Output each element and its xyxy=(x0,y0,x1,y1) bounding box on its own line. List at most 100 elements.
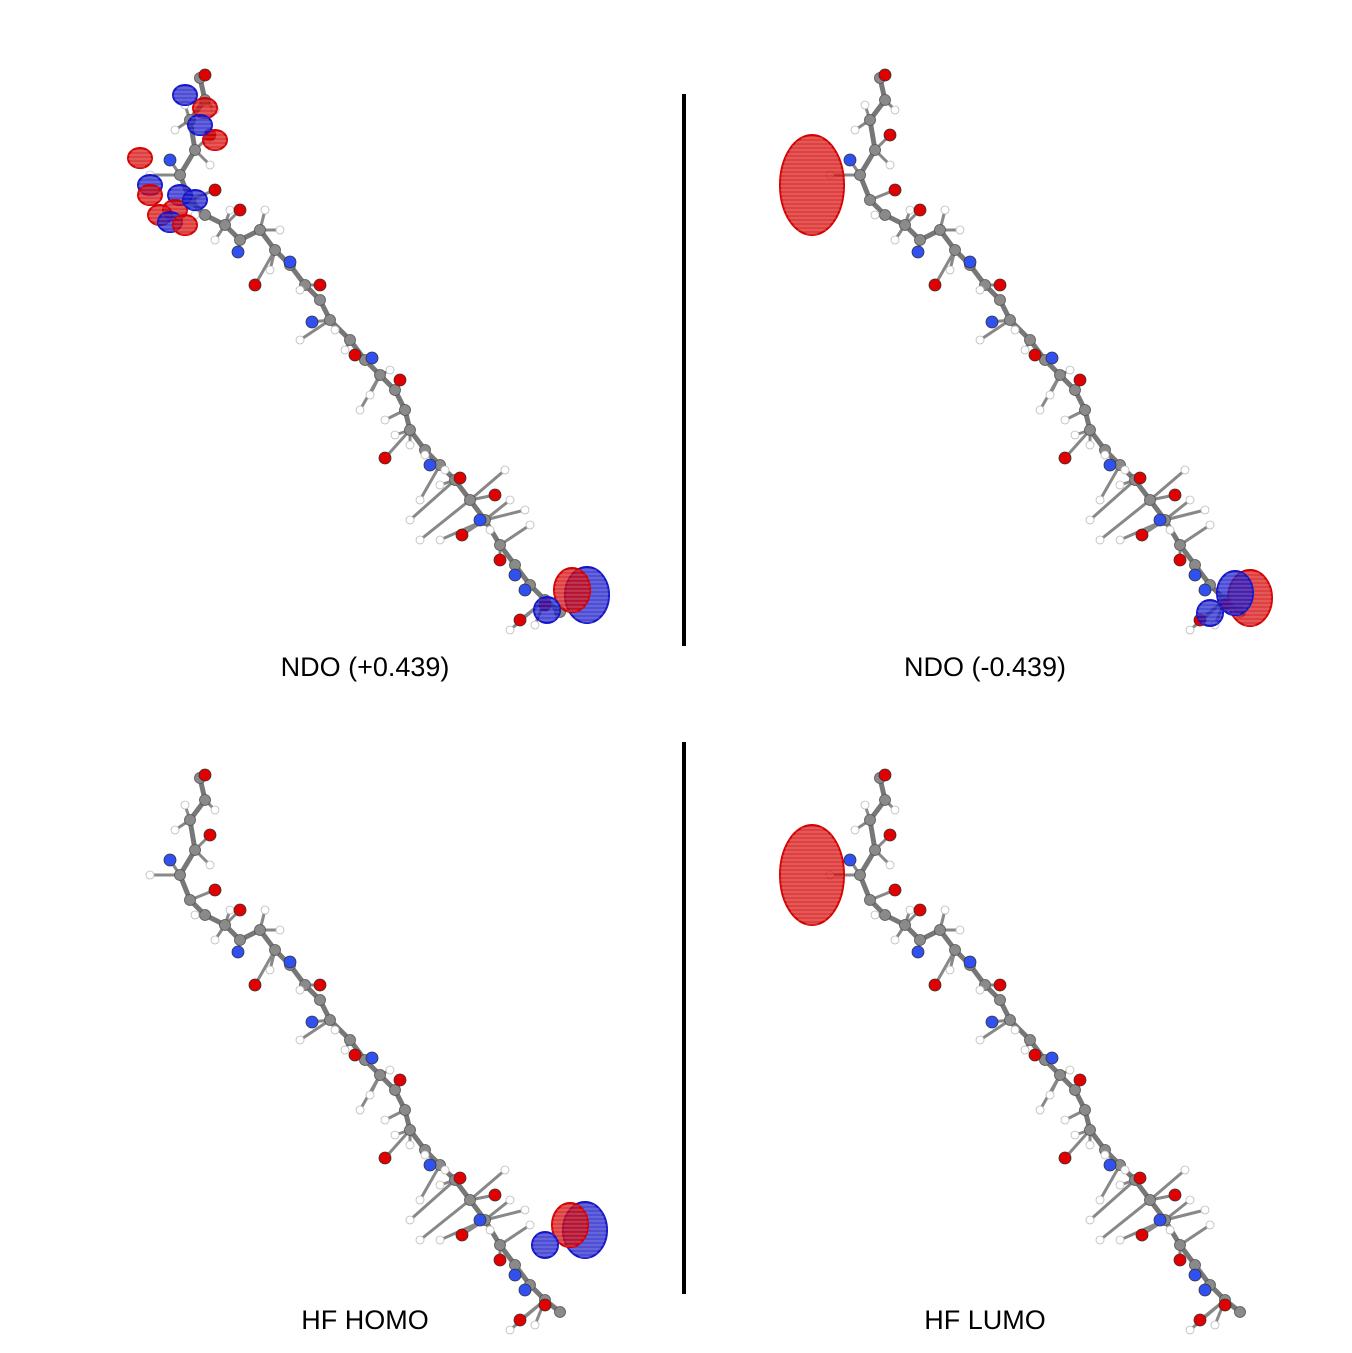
hydrogen-atom xyxy=(1095,535,1105,545)
hydrogen-atom xyxy=(1035,1105,1045,1115)
orbital-lobe-negative xyxy=(1196,599,1224,627)
hydrogen-atom xyxy=(1095,1195,1105,1205)
oxygen-atom xyxy=(488,488,502,502)
hydrogen-atom xyxy=(415,1235,425,1245)
carbon-atom xyxy=(914,934,926,946)
side-bond xyxy=(979,318,1011,342)
nitrogen-atom xyxy=(283,255,297,269)
hydrogen-atom xyxy=(1120,465,1130,475)
hydrogen-atom xyxy=(975,335,985,345)
side-bond xyxy=(484,1208,526,1222)
oxygen-atom xyxy=(1135,528,1149,542)
oxygen-atom xyxy=(883,828,897,842)
hydrogen-atom xyxy=(1070,1130,1080,1140)
carbon-atom xyxy=(899,919,911,931)
molecule-skeleton xyxy=(145,768,566,1335)
hydrogen-atom xyxy=(1085,515,1095,525)
hydrogen-atom xyxy=(1115,480,1125,490)
oxygen-atom xyxy=(208,883,222,897)
carbon-atom xyxy=(1144,1194,1156,1206)
side-bond xyxy=(499,523,531,547)
carbon-atom xyxy=(1174,1239,1186,1251)
side-bond xyxy=(933,949,957,986)
carbon-atom xyxy=(269,244,281,256)
hydrogen-atom xyxy=(420,450,430,460)
oxygen-atom xyxy=(1133,471,1147,485)
hydrogen-atom xyxy=(975,985,985,995)
orbital-lobe-negative xyxy=(172,84,198,106)
hydrogen-atom xyxy=(440,1165,450,1175)
hydrogen-atom xyxy=(1095,495,1105,505)
side-bond xyxy=(933,249,957,286)
side-bond xyxy=(253,249,277,286)
side-bond xyxy=(469,468,506,502)
hydrogen-atom xyxy=(415,535,425,545)
hydrogen-atom xyxy=(945,265,955,275)
hydrogen-atom xyxy=(1010,1025,1020,1035)
side-bond xyxy=(1099,1198,1151,1242)
hydrogen-atom xyxy=(405,440,415,450)
hydrogen-atom xyxy=(390,1130,400,1140)
orbital-lobe-negative xyxy=(531,1231,559,1259)
carbon-atom xyxy=(864,114,876,126)
oxygen-atom xyxy=(1133,1171,1147,1185)
oxygen-atom xyxy=(393,1073,407,1087)
oxygen-atom xyxy=(248,978,262,992)
carbon-atom xyxy=(1004,314,1016,326)
nitrogen-atom xyxy=(305,315,319,329)
nitrogen-atom xyxy=(423,458,437,472)
carbon-atom xyxy=(324,1014,336,1026)
nitrogen-atom xyxy=(963,255,977,269)
carbon-atom xyxy=(174,869,186,881)
side-bond xyxy=(409,1178,456,1222)
molecule-skeleton xyxy=(145,68,566,635)
hydrogen-atom xyxy=(1185,1325,1195,1335)
hydrogen-atom xyxy=(355,405,365,415)
side-bond xyxy=(1149,1168,1186,1202)
hydrogen-atom xyxy=(1165,525,1175,535)
hydrogen-atom xyxy=(940,905,950,915)
carbon-atom xyxy=(389,1084,401,1096)
carbon-atom xyxy=(854,169,866,181)
nitrogen-atom xyxy=(1045,1051,1059,1065)
carbon-atom xyxy=(464,494,476,506)
hydrogen-atom xyxy=(945,965,955,975)
carbon-atom xyxy=(234,934,246,946)
hydrogen-atom xyxy=(870,910,880,920)
hydrogen-atom xyxy=(1185,1195,1195,1205)
nitrogen-atom xyxy=(231,245,245,259)
divider-bottom xyxy=(682,742,686,1294)
orbital-lobe-positive xyxy=(172,214,198,236)
hydrogen-atom xyxy=(505,495,515,505)
side-bond xyxy=(409,478,456,522)
oxygen-atom xyxy=(888,883,902,897)
nitrogen-atom xyxy=(911,945,925,959)
nitrogen-atom xyxy=(231,945,245,959)
oxygen-atom xyxy=(1073,373,1087,387)
oxygen-atom xyxy=(1058,451,1072,465)
hydrogen-atom xyxy=(860,800,870,810)
carbon-atom xyxy=(254,924,266,936)
nitrogen-atom xyxy=(518,583,532,597)
carbon-atom xyxy=(864,894,876,906)
oxygen-atom xyxy=(248,278,262,292)
carbon-atom xyxy=(1024,1034,1036,1046)
caption-ndo-plus: NDO (+0.439) xyxy=(280,652,450,682)
carbon-atom xyxy=(914,234,926,246)
oxygen-atom xyxy=(538,1298,552,1312)
carbon-atom xyxy=(189,144,201,156)
molecule-ndo-plus xyxy=(127,68,610,635)
carbon-atom xyxy=(344,334,356,346)
hydrogen-atom xyxy=(1070,430,1080,440)
hydrogen-atom xyxy=(1085,1140,1095,1150)
molecule-skeleton xyxy=(825,768,1246,1335)
hydrogen-atom xyxy=(210,235,220,245)
hydrogen-atom xyxy=(1115,535,1125,545)
orbital-lobe-positive xyxy=(551,1202,589,1248)
hydrogen-atom xyxy=(1060,1115,1070,1125)
hydrogen-atom xyxy=(525,520,535,530)
oxygen-atom xyxy=(488,1188,502,1202)
side-bond xyxy=(1098,464,1122,501)
hydrogen-atom xyxy=(1065,1065,1075,1075)
hydrogen-atom xyxy=(1185,625,1195,635)
